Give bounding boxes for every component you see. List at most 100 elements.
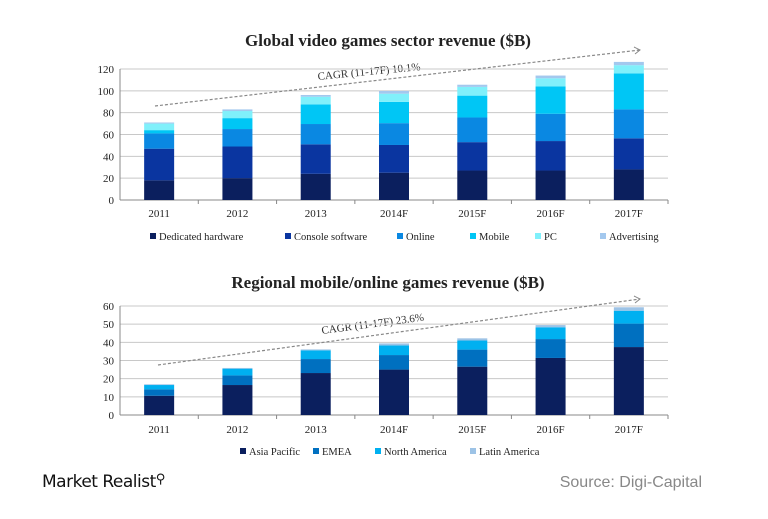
y-tick-label: 60 — [103, 301, 115, 313]
bar-segment — [457, 349, 488, 367]
bar-segment — [457, 366, 488, 415]
bar-segment — [144, 122, 175, 124]
bar-segment — [379, 343, 409, 346]
bar-segment — [144, 133, 175, 149]
magnifier-icon: ⚲ — [155, 472, 166, 487]
trend-arrowhead — [633, 46, 641, 55]
bar-segment — [144, 148, 175, 181]
bar-segment — [300, 96, 331, 105]
chart-title-global: Global video games sector revenue ($B) — [245, 31, 531, 50]
legend-label: Asia Pacific — [249, 447, 300, 458]
bar-segment — [379, 90, 409, 94]
y-tick-label: 30 — [103, 356, 115, 368]
legend-label: Dedicated hardware — [159, 232, 244, 243]
x-tick-label: 2017F — [615, 424, 643, 436]
source-caption: Source: Digi-Capital — [559, 474, 702, 491]
bar-segment — [535, 78, 566, 87]
bar-segment — [379, 345, 409, 356]
bar-segment — [457, 117, 488, 143]
y-tick-label: 80 — [103, 108, 115, 120]
legend-label: Console software — [294, 232, 368, 243]
bar-segment — [613, 73, 644, 110]
bar-segment — [535, 339, 566, 358]
y-tick-label: 100 — [98, 86, 115, 98]
x-tick-label: 2014F — [380, 208, 408, 220]
x-tick-label: 2015F — [458, 424, 486, 436]
legend-label: Latin America — [479, 447, 540, 458]
legend-swatch — [470, 448, 476, 454]
legend-swatch — [470, 233, 476, 239]
bar-segment — [222, 367, 253, 369]
x-tick-label: 2016F — [537, 424, 565, 436]
bar-segment — [457, 142, 488, 171]
x-tick-label: 2013 — [305, 424, 328, 436]
legend-swatch — [535, 233, 541, 239]
trend-arrowhead — [633, 295, 641, 304]
bar-segment — [144, 395, 175, 415]
bar-segment — [300, 173, 331, 200]
bar-segment — [222, 375, 253, 386]
bar-segment — [457, 95, 488, 118]
cagr-trend-line — [154, 49, 641, 107]
legend-swatch — [313, 448, 319, 454]
bar-segment — [300, 373, 331, 415]
x-tick-label: 2012 — [226, 208, 248, 220]
legend-label: North America — [384, 447, 447, 458]
legend-swatch — [600, 233, 606, 239]
bar-segment — [535, 357, 566, 415]
y-tick-label: 120 — [98, 64, 115, 76]
y-tick-label: 50 — [103, 319, 115, 331]
bar-segment — [535, 86, 566, 114]
legend-label: EMEA — [322, 447, 352, 458]
bar-segment — [300, 144, 331, 174]
cagr-annotation-global: CAGR (11-17F) 10.1% — [317, 61, 421, 83]
bar-segment — [379, 355, 409, 370]
chart-global: 0 20 40 60 80 100 120 2011 2012 2013 2014F 2015F 201… — [98, 46, 669, 243]
bar-segment — [144, 130, 175, 134]
bar-segment — [222, 385, 253, 415]
y-tick-label: 0 — [109, 410, 115, 422]
bar-segment — [300, 124, 331, 145]
logo-text: Market Realist — [42, 472, 156, 492]
bar-segment — [613, 323, 644, 348]
y-tick-label: 60 — [103, 130, 115, 142]
bar-segment — [222, 118, 253, 130]
bar-segment — [613, 169, 644, 200]
bar-segment — [144, 385, 175, 390]
legend-swatch — [375, 448, 381, 454]
bar-segment — [535, 141, 566, 171]
bar-segment — [457, 86, 488, 96]
bar-segment — [613, 65, 644, 74]
bar-segment — [613, 310, 644, 324]
bar-segment — [613, 61, 644, 66]
bar-segment — [300, 350, 331, 360]
bar-segment — [535, 170, 566, 200]
legend-swatch — [240, 448, 246, 454]
bar-segment — [379, 101, 409, 124]
y-tick-label: 20 — [103, 374, 115, 386]
cagr-trend-line — [157, 298, 641, 366]
bar-segment — [222, 146, 253, 179]
bar-segment — [144, 389, 175, 396]
bar-segment — [144, 384, 175, 386]
bar-segment — [379, 93, 409, 102]
bar-segment — [535, 75, 566, 79]
bar-segment — [379, 369, 409, 415]
market-realist-logo: Market Realist⚲ — [42, 472, 165, 492]
x-tick-label: 2012 — [226, 424, 248, 436]
y-tick-label: 0 — [109, 195, 115, 207]
bar-segment — [222, 178, 253, 200]
legend-swatch — [285, 233, 291, 239]
bar-segment — [457, 84, 488, 87]
bar-segment — [613, 138, 644, 170]
bar-segment — [144, 180, 175, 200]
bar-segment — [222, 368, 253, 376]
bar-segment — [300, 349, 331, 351]
y-tick-label: 40 — [103, 151, 115, 163]
x-tick-label: 2016F — [537, 208, 565, 220]
bar-segment — [300, 359, 331, 374]
legend-label: Advertising — [609, 232, 659, 243]
bar-segment — [222, 129, 253, 147]
bar-segment — [457, 170, 488, 200]
